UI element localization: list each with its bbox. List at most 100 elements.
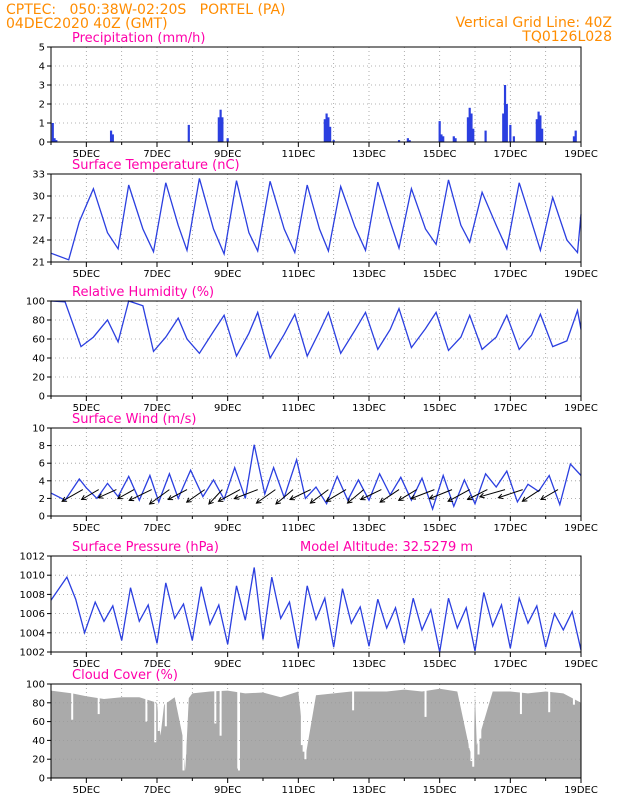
header-source-coords: CPTEC: 050:38W-02:20S PORTEL (PA) xyxy=(6,2,286,18)
wind-arrow xyxy=(256,489,276,504)
x-tick-label: 19DEC xyxy=(564,269,598,280)
cloud-cover-gap xyxy=(157,684,160,731)
wind-arrow xyxy=(360,489,382,500)
wind-arrow xyxy=(467,489,488,500)
y-tick-label: 0 xyxy=(39,774,45,785)
cloud-cover-gap xyxy=(424,684,427,717)
precip-bar xyxy=(502,113,505,142)
wind-arrow xyxy=(128,489,152,501)
x-tick-label: 19DEC xyxy=(564,149,598,160)
wind-arrow-head xyxy=(80,494,87,501)
wind-arrow-head xyxy=(447,496,454,502)
precip-bar xyxy=(503,85,507,142)
wind-arrow xyxy=(325,489,347,502)
precip-bar xyxy=(397,140,401,142)
wind-arrow xyxy=(498,489,523,499)
wind-arrow xyxy=(117,489,135,500)
cloud-cover-gap xyxy=(214,684,217,724)
cloud-cover-gap xyxy=(71,684,74,720)
wind-arrow-head xyxy=(309,498,316,504)
y-tick-label: 1012 xyxy=(20,552,45,563)
wind-arrow xyxy=(61,489,84,502)
y-tick-label: 1006 xyxy=(20,609,45,620)
precip-bar xyxy=(111,134,114,142)
precip-bar xyxy=(329,126,332,142)
x-tick-label: 11DEC xyxy=(281,403,315,414)
x-tick-label: 9DEC xyxy=(214,523,241,534)
y-tick-label: 0 xyxy=(39,392,45,403)
x-tick-label: 9DEC xyxy=(214,785,241,796)
y-tick-label: 1 xyxy=(39,119,45,130)
panel-frame xyxy=(50,46,582,143)
wind-arrow-head xyxy=(466,495,473,501)
wind-arrow xyxy=(208,489,223,505)
precip-bar xyxy=(187,124,190,142)
x-tick-label: 13DEC xyxy=(352,523,386,534)
precip-bar xyxy=(442,136,445,142)
cloud-cover-gap xyxy=(477,684,480,755)
x-tick-label: 9DEC xyxy=(214,403,241,414)
x-tick-label: 7DEC xyxy=(143,403,170,414)
x-tick-label: 19DEC xyxy=(564,523,598,534)
cloud-cover-gap xyxy=(470,684,473,762)
x-tick-label: 17DEC xyxy=(493,149,527,160)
wind-arrow xyxy=(167,489,188,500)
precip-bar xyxy=(472,128,475,142)
series-line xyxy=(50,567,582,653)
x-tick-label: 9DEC xyxy=(214,269,241,280)
wind-arrow-head xyxy=(409,494,416,500)
cloud-cover-gap xyxy=(300,684,303,746)
wind-arrow xyxy=(234,489,258,500)
wind-arrow-head xyxy=(379,497,386,503)
x-tick-label: 15DEC xyxy=(423,659,457,670)
y-tick-label: 40 xyxy=(32,354,45,365)
x-tick-label: 7DEC xyxy=(143,659,170,670)
precip-bar xyxy=(221,117,224,142)
cloud-cover-gap xyxy=(472,684,475,767)
wind-arrow xyxy=(310,489,329,504)
wind-arrow xyxy=(347,489,365,504)
y-tick-label: 1008 xyxy=(20,590,45,601)
y-tick-label: 1004 xyxy=(20,628,45,639)
wind-arrow-head xyxy=(275,499,281,505)
y-tick-label: 6 xyxy=(39,459,45,470)
panel-title: Surface Wind (m/s) xyxy=(72,412,196,427)
panel-surface-wind-m-s: Surface Wind (m/s) 0 2 4 6 8 10 5DEC 7DEC 9DEC 11D… xyxy=(32,412,598,534)
wind-arrow xyxy=(447,489,470,502)
y-tick-label: 40 xyxy=(32,736,45,747)
precip-bar xyxy=(332,140,335,142)
x-tick-label: 11DEC xyxy=(281,269,315,280)
precip-bar xyxy=(466,117,470,142)
y-tick-label: 80 xyxy=(32,698,45,709)
x-tick-label: 11DEC xyxy=(281,523,315,534)
wind-arrow xyxy=(218,489,241,502)
x-tick-label: 15DEC xyxy=(423,403,457,414)
cloud-cover-gap xyxy=(164,684,167,727)
precip-bar xyxy=(509,124,512,142)
precip-bar xyxy=(408,140,411,142)
y-tick-label: 30 xyxy=(32,192,45,203)
cloud-cover-gap xyxy=(184,684,187,755)
x-tick-label: 15DEC xyxy=(423,523,457,534)
wind-arrow-head xyxy=(185,497,192,503)
precip-bar xyxy=(226,138,229,142)
precip-bar xyxy=(574,130,577,142)
x-tick-label: 15DEC xyxy=(423,269,457,280)
y-tick-label: 1002 xyxy=(20,648,45,659)
y-tick-label: 5 xyxy=(39,43,45,54)
wind-arrow-head xyxy=(478,492,485,499)
cloud-cover-gap xyxy=(219,684,222,736)
y-tick-label: 3 xyxy=(39,81,45,92)
x-tick-label: 13DEC xyxy=(352,403,386,414)
x-tick-label: 17DEC xyxy=(493,269,527,280)
header-vertical-grid: Vertical Grid Line: 40Z xyxy=(456,15,612,31)
precip-bar xyxy=(505,104,508,142)
precip-bar xyxy=(109,130,113,142)
y-tick-label: 2 xyxy=(39,494,45,505)
panel-frame xyxy=(50,555,582,653)
y-tick-label: 100 xyxy=(26,680,45,691)
y-tick-label: 20 xyxy=(32,373,45,384)
wind-arrow-head xyxy=(97,493,104,499)
precip-bar xyxy=(537,111,540,142)
header-code: TQ0126L028 xyxy=(521,29,612,45)
